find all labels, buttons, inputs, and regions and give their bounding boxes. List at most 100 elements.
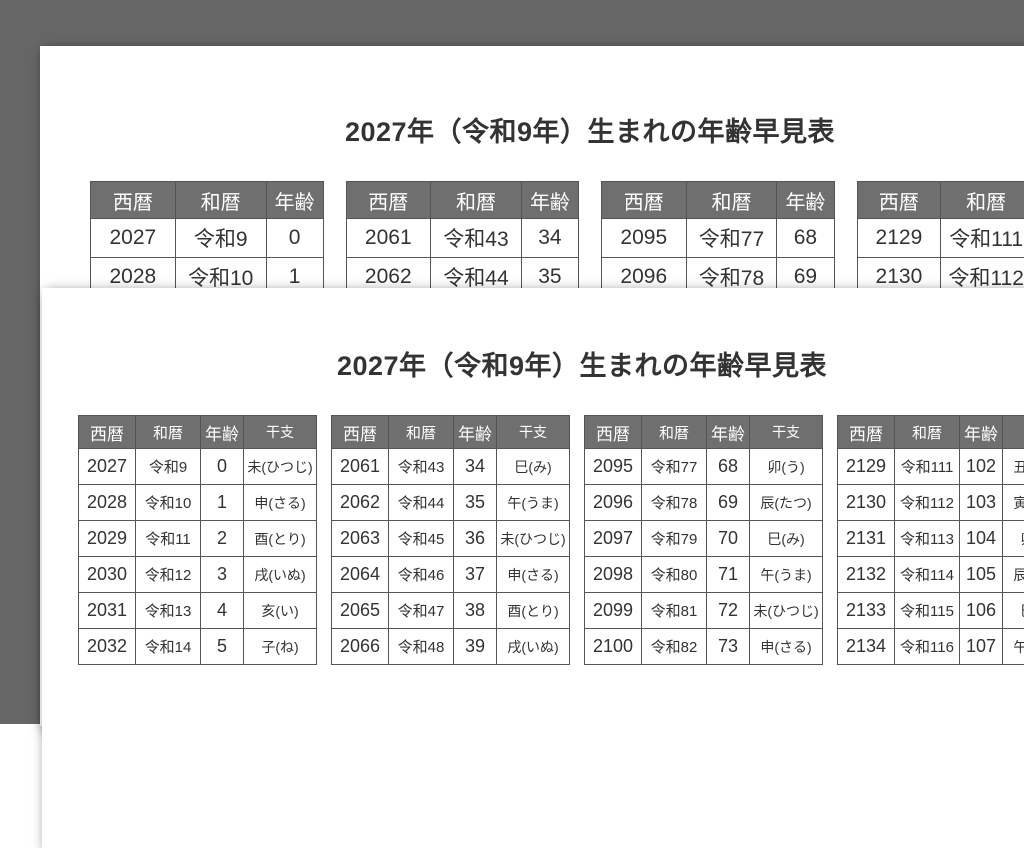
table-groups-back: 西暦和暦年齢2027令和902028令和101西暦和暦年齢2061令和43342… [90,181,1024,297]
cell-eto: 戌(いぬ) [244,557,317,593]
column-header-seireki: 西暦 [91,182,176,219]
table-row: 2098令和8071午(うま) [585,557,823,593]
cell-wareki: 令和81 [642,593,707,629]
column-header-wareki: 和暦 [895,416,960,449]
table-row: 2133令和115106巳(み) [838,593,1024,629]
cell-nenrei: 70 [707,521,750,557]
table-row: 2131令和113104卯(う) [838,521,1024,557]
cell-nenrei: 36 [454,521,497,557]
cell-wareki: 令和11 [136,521,201,557]
table-row: 2061令和4334巳(み) [332,449,570,485]
column-header-seireki: 西暦 [346,182,431,219]
cell-nenrei: 104 [960,521,1003,557]
cell-seireki: 2031 [79,593,136,629]
cell-nenrei: 35 [454,485,497,521]
table-row: 2095令和7768卯(う) [585,449,823,485]
cell-wareki: 令和48 [389,629,454,665]
cell-eto: 申(さる) [750,629,823,665]
age-table: 西暦和暦年齢2129令和1111022130令和112103 [857,181,1024,297]
cell-eto: 卯(う) [750,449,823,485]
cell-eto: 戌(いぬ) [497,629,570,665]
age-table: 西暦和暦年齢2061令和43342062令和4435 [346,181,580,297]
column-header-eto: 干支 [244,416,317,449]
cell-seireki: 2100 [585,629,642,665]
cell-wareki: 令和78 [642,485,707,521]
cell-wareki: 令和47 [389,593,454,629]
cell-seireki: 2066 [332,629,389,665]
column-header-seireki: 西暦 [857,182,941,219]
cell-eto: 午(うま) [750,557,823,593]
table-row: 2129令和111102丑(うし) [838,449,1024,485]
cell-wareki: 令和77 [642,449,707,485]
table-row: 2028令和101申(さる) [79,485,317,521]
cell-wareki: 令和13 [136,593,201,629]
cell-nenrei: 103 [960,485,1003,521]
table-row: 2027令和90未(ひつじ) [79,449,317,485]
cell-eto: 卯(う) [1003,521,1024,557]
cell-seireki: 2095 [585,449,642,485]
column-header-wareki: 和暦 [175,182,266,219]
canvas-background: 2027年（令和9年）生まれの年齢早見表 西暦和暦年齢2027令和902028令… [0,0,1024,724]
cell-nenrei: 37 [454,557,497,593]
cell-eto: 酉(とり) [497,593,570,629]
table-row: 2061令和4334 [346,219,579,258]
cell-nenrei: 102 [960,449,1003,485]
age-table: 西暦和暦年齢2027令和902028令和101 [90,181,324,297]
cell-eto: 申(さる) [497,557,570,593]
cell-nenrei: 4 [201,593,244,629]
cell-seireki: 2096 [585,485,642,521]
cell-seireki: 2131 [838,521,895,557]
column-header-eto: 干支 [1003,416,1024,449]
cell-wareki: 令和9 [136,449,201,485]
cell-seireki: 2028 [79,485,136,521]
cell-wareki: 令和44 [389,485,454,521]
table-groups-front: 西暦和暦年齢干支2027令和90未(ひつじ)2028令和101申(さる)2029… [78,415,1024,665]
cell-nenrei: 34 [521,219,578,258]
cell-wareki: 令和114 [895,557,960,593]
cell-nenrei: 71 [707,557,750,593]
cell-seireki: 2132 [838,557,895,593]
page-title-back: 2027年（令和9年）生まれの年齢早見表 [90,110,1024,149]
cell-eto: 酉(とり) [244,521,317,557]
cell-seireki: 2099 [585,593,642,629]
cell-seireki: 2097 [585,521,642,557]
cell-eto: 巳(み) [1003,593,1024,629]
cell-eto: 寅(とら) [1003,485,1024,521]
cell-nenrei: 68 [707,449,750,485]
column-header-wareki: 和暦 [642,416,707,449]
column-header-eto: 干支 [497,416,570,449]
cell-nenrei: 73 [707,629,750,665]
table-row: 2095令和7768 [602,219,835,258]
column-header-nenrei: 年齢 [266,182,323,219]
cell-nenrei: 106 [960,593,1003,629]
table-row: 2030令和123戌(いぬ) [79,557,317,593]
cell-wareki: 令和79 [642,521,707,557]
cell-eto: 申(さる) [244,485,317,521]
column-header-eto: 干支 [750,416,823,449]
cell-eto: 子(ね) [244,629,317,665]
cell-wareki: 令和116 [895,629,960,665]
cell-eto: 午(うま) [1003,629,1024,665]
cell-nenrei: 1 [201,485,244,521]
column-header-wareki: 和暦 [686,182,777,219]
table-row: 2132令和114105辰(たつ) [838,557,1024,593]
column-header-nenrei: 年齢 [960,416,1003,449]
cell-wareki: 令和80 [642,557,707,593]
cell-seireki: 2098 [585,557,642,593]
cell-nenrei: 38 [454,593,497,629]
cell-seireki: 2029 [79,521,136,557]
column-header-seireki: 西暦 [585,416,642,449]
cell-seireki: 2061 [346,219,431,258]
cell-wareki: 令和43 [431,219,522,258]
cell-seireki: 2030 [79,557,136,593]
cell-seireki: 2064 [332,557,389,593]
page-title-front: 2027年（令和9年）生まれの年齢早見表 [78,344,1024,383]
cell-nenrei: 105 [960,557,1003,593]
table-row: 2065令和4738酉(とり) [332,593,570,629]
cell-seireki: 2065 [332,593,389,629]
column-header-seireki: 西暦 [79,416,136,449]
cell-nenrei: 69 [707,485,750,521]
cell-nenrei: 3 [201,557,244,593]
column-header-wareki: 和暦 [389,416,454,449]
cell-nenrei: 68 [777,219,834,258]
